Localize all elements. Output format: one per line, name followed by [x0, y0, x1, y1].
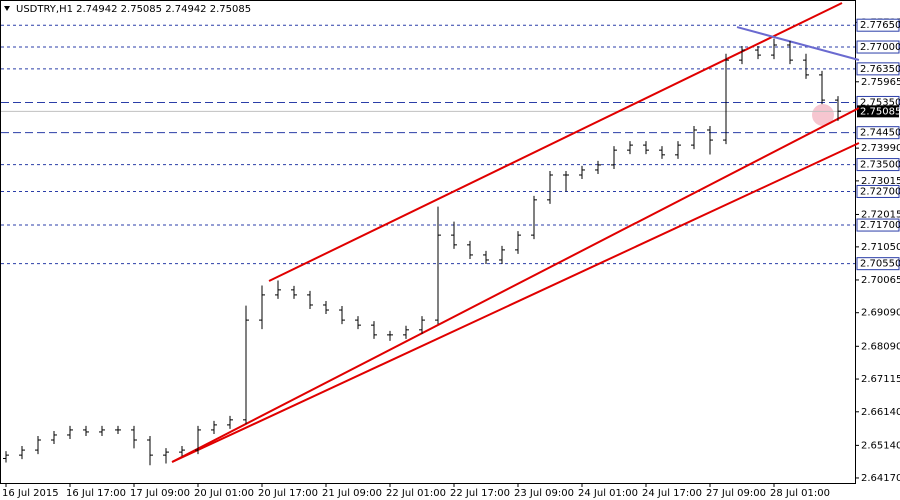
level-label-box — [856, 126, 900, 140]
x-tick-label: 20 Jul 01:00 — [194, 488, 254, 499]
trendline — [736, 26, 860, 61]
y-tick-label: 2.72015 — [861, 209, 900, 220]
y-tick-label: 2.67115 — [861, 374, 900, 385]
level-label-box — [856, 62, 900, 76]
title-arrow — [4, 6, 10, 11]
trendline — [171, 142, 860, 463]
x-tick-label: 21 Jul 09:00 — [322, 488, 382, 499]
level-label-box — [856, 18, 900, 32]
y-tick-label: 2.75965 — [861, 77, 900, 88]
x-tick-label: 16 Jul 17:00 — [66, 488, 126, 499]
level-label-box — [856, 158, 900, 172]
y-tick-label: 2.73990 — [861, 143, 900, 154]
level-label: 2.75350 — [860, 97, 900, 108]
level-label-box — [856, 257, 900, 271]
level-label-box — [856, 40, 900, 54]
current-price-label: 2.75085 — [860, 106, 900, 117]
current-price-box — [857, 105, 899, 118]
level-label: 2.70550 — [860, 259, 900, 270]
level-label: 2.71700 — [860, 220, 900, 231]
x-tick-label: 24 Jul 01:00 — [578, 488, 638, 499]
y-tick-label: 2.70065 — [861, 275, 900, 286]
level-label: 2.72700 — [860, 186, 900, 197]
y-tick-label: 2.71050 — [861, 242, 900, 253]
level-label-box — [856, 184, 900, 198]
y-tick-label: 2.69090 — [861, 308, 900, 319]
x-tick-label: 28 Jul 01:00 — [770, 488, 830, 499]
x-tick-label: 17 Jul 09:00 — [130, 488, 190, 499]
x-tick-label: 20 Jul 17:00 — [258, 488, 318, 499]
x-tick-label: 22 Jul 17:00 — [450, 488, 510, 499]
level-label: 2.73500 — [860, 160, 900, 171]
level-label: 2.74450 — [860, 128, 900, 139]
x-tick-label: 23 Jul 09:00 — [514, 488, 574, 499]
x-tick-label: 24 Jul 17:00 — [642, 488, 702, 499]
level-label-box — [856, 218, 900, 232]
level-label: 2.77000 — [860, 42, 900, 53]
trendline — [171, 107, 860, 463]
y-tick-label: 2.68090 — [861, 341, 900, 352]
level-label: 2.76350 — [860, 64, 900, 75]
y-tick-label: 2.73015 — [861, 176, 900, 187]
highlight — [812, 104, 834, 126]
x-tick-label: 16 Jul 2015 — [2, 488, 59, 499]
x-tick-label: 22 Jul 01:00 — [386, 488, 446, 499]
y-tick-label: 2.65140 — [861, 440, 900, 451]
x-tick-label: 27 Jul 09:00 — [706, 488, 766, 499]
plot-border — [0, 0, 856, 484]
chart-title: USDTRY,H1 2.74942 2.75085 2.74942 2.7508… — [16, 4, 251, 15]
trendline — [268, 2, 843, 282]
y-tick-label: 2.64170 — [861, 473, 900, 484]
y-tick-label: 2.66140 — [861, 407, 900, 418]
level-label: 2.77650 — [860, 20, 900, 31]
